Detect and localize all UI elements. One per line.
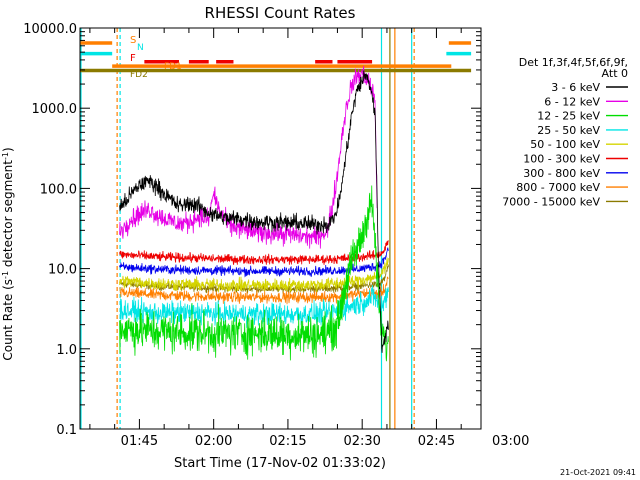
series-line-25-50keV <box>119 285 389 330</box>
legend-entry-label: 25 - 50 keV <box>537 124 600 137</box>
legend-header: Att 0 <box>602 67 628 80</box>
y-tick-label: 100.0 <box>40 182 77 197</box>
legend-header: Det 1f,3f,4f,5f,6f,9f, <box>519 56 628 69</box>
legend-entry-label: 6 - 12 keV <box>544 95 600 108</box>
series-line-300-800keV <box>119 247 389 278</box>
x-tick-label: 02:30 <box>343 434 380 449</box>
x-tick-label: 03:00 <box>492 434 529 449</box>
legend-entry-label: 12 - 25 keV <box>537 110 600 123</box>
series-line-3-6keV <box>119 70 389 353</box>
flag-label-FD1: FD1 <box>164 62 182 72</box>
plot-frame <box>79 27 482 430</box>
y-tick-label: 0.1 <box>56 423 77 438</box>
chart-title: RHESSI Count Rates <box>205 4 356 22</box>
x-axis-label: Start Time (17-Nov-02 01:33:02) <box>174 456 386 471</box>
legend-entry-label: 7000 - 15000 keV <box>502 195 600 208</box>
y-tick-label: 1.0 <box>56 343 77 358</box>
legend-entry-label: 3 - 6 keV <box>551 81 600 94</box>
footer-timestamp: 21-Oct-2021 09:41 <box>560 468 636 477</box>
x-tick-label: 01:45 <box>121 434 158 449</box>
plot-area: SNF FD1 FD2 <box>80 28 472 429</box>
legend-entry-label: 50 - 100 keV <box>530 138 600 151</box>
flag-label-S: S <box>130 35 136 46</box>
x-tick-label: 02:00 <box>195 434 232 449</box>
y-axis-label: Count Rate (s-1 detector segment-1) <box>1 147 16 360</box>
y-tick-label: 10000.0 <box>23 22 77 37</box>
y-tick-label: 10.0 <box>48 263 77 278</box>
series-line-100-300keV <box>119 240 389 265</box>
legend-entry-label: 800 - 7000 keV <box>516 181 600 194</box>
flag-label-N: N <box>137 43 144 53</box>
y-tick-label: 1000.0 <box>32 102 78 117</box>
legend-entry-label: 100 - 300 keV <box>523 153 600 166</box>
x-tick-label: 02:15 <box>269 434 306 449</box>
x-tick-label: 02:45 <box>418 434 455 449</box>
axes: 0.1 1.0 10.0 100.0 1000.0 10000.0 01:45 02:00 02… <box>23 22 529 449</box>
legend-entry-label: 300 - 800 keV <box>523 167 600 180</box>
series-line-12-25keV <box>119 185 389 362</box>
flag-label-FD2: FD2 <box>130 70 148 80</box>
flag-label-F: F <box>130 53 136 64</box>
